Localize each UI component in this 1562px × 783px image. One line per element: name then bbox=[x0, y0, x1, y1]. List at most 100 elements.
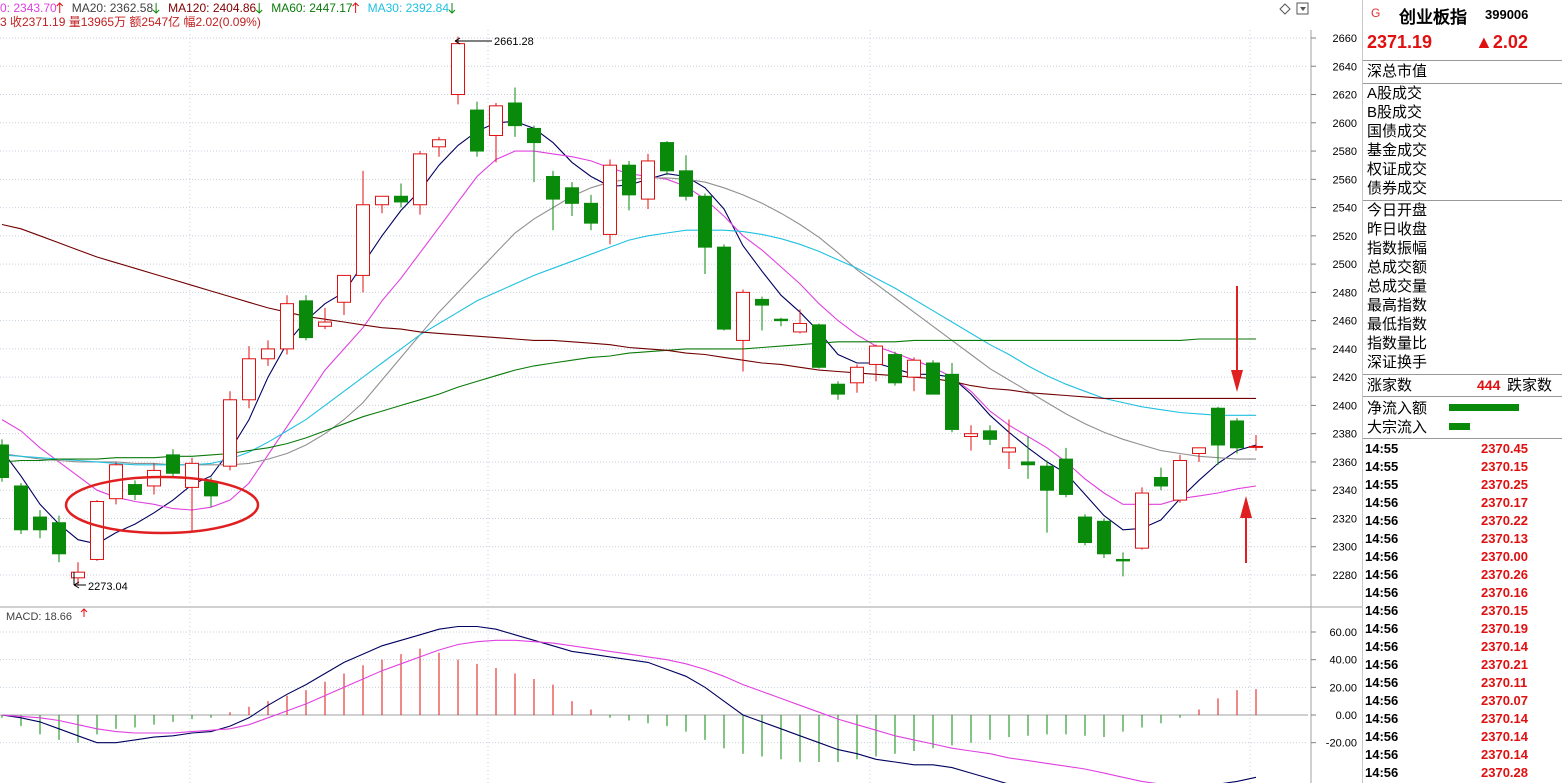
candle bbox=[109, 461, 123, 505]
price-info-line: 3 收2371.19 量13965万 额2547亿 幅2.02(0.09%) bbox=[0, 14, 261, 29]
macd-dea-line bbox=[1, 639, 1157, 783]
arrow-down-icon bbox=[448, 3, 456, 14]
net-inflow-bar bbox=[1449, 404, 1519, 411]
tick-price: 2370.25 bbox=[1481, 477, 1528, 492]
candle bbox=[1040, 460, 1054, 533]
tick-time: 14:56 bbox=[1365, 765, 1399, 780]
quote-field-label: B股成交 bbox=[1367, 104, 1423, 121]
quote-field-label: 昨日收盘 bbox=[1367, 221, 1428, 238]
candle bbox=[679, 155, 693, 201]
quote-field-label: 今日开盘 bbox=[1367, 202, 1428, 219]
candle bbox=[166, 449, 180, 478]
macd-tick-label: -20.00 bbox=[1326, 738, 1357, 750]
macd-tick-label: 0.00 bbox=[1336, 710, 1357, 722]
tick-price: 2370.16 bbox=[1481, 585, 1528, 600]
candle bbox=[0, 439, 9, 482]
candle bbox=[1154, 467, 1168, 491]
tick-price: 2370.14 bbox=[1481, 639, 1528, 654]
candle bbox=[33, 509, 47, 539]
ma-legend-item: 0: 2343.70 bbox=[0, 1, 57, 15]
tick-price: 2370.07 bbox=[1481, 693, 1528, 708]
quote-field-label: 权证成交 bbox=[1367, 161, 1428, 178]
block-inflow-label: 大宗流入 bbox=[1367, 419, 1428, 436]
candle bbox=[1059, 447, 1073, 498]
candle bbox=[280, 295, 294, 355]
candle bbox=[128, 480, 142, 501]
candle bbox=[641, 153, 655, 209]
candle bbox=[261, 340, 275, 366]
candle bbox=[850, 364, 864, 393]
ma-line bbox=[1, 338, 1256, 463]
tick-price: 2370.14 bbox=[1481, 711, 1528, 726]
block-inflow-bar bbox=[1449, 423, 1470, 430]
price-tick-label: 2500 bbox=[1333, 259, 1357, 271]
quote-header: G 创业板指 399006 bbox=[1363, 0, 1562, 28]
highlight-ellipse bbox=[64, 475, 260, 535]
candle bbox=[831, 381, 845, 400]
tick-price: 2370.15 bbox=[1481, 459, 1528, 474]
candle bbox=[413, 151, 427, 215]
ma-legend-item: MA120: 2404.86 bbox=[168, 1, 256, 15]
candle bbox=[622, 160, 636, 211]
macd-up-arrow-icon bbox=[80, 608, 88, 617]
candle bbox=[1135, 487, 1149, 550]
up-arrow-annotation bbox=[1240, 496, 1252, 563]
diamond-icon[interactable] bbox=[1279, 3, 1291, 15]
candle bbox=[1173, 454, 1187, 503]
tick-price: 2370.17 bbox=[1481, 495, 1528, 510]
tick-time: 14:56 bbox=[1365, 639, 1399, 654]
price-tick-label: 2400 bbox=[1333, 400, 1357, 412]
price-tick-label: 2580 bbox=[1333, 146, 1357, 158]
candle bbox=[90, 500, 104, 561]
flag-badge: G bbox=[1371, 6, 1381, 20]
net-inflow-label: 净流入额 bbox=[1367, 400, 1428, 417]
quote-field-label: 深证换手 bbox=[1367, 354, 1428, 371]
tick-time: 14:56 bbox=[1365, 693, 1399, 708]
candle bbox=[603, 159, 617, 245]
quote-field-label: 最高指数 bbox=[1367, 297, 1428, 314]
candle bbox=[451, 36, 465, 105]
arrow-down-icon bbox=[152, 3, 160, 14]
candle bbox=[318, 307, 332, 330]
candle bbox=[907, 357, 921, 392]
chart-area[interactable]: 0: 2343.70 MA20: 2362.58 MA120: 2404.86 MA6… bbox=[0, 0, 1362, 783]
candle bbox=[983, 425, 997, 445]
macd-tick-label: 60.00 bbox=[1329, 627, 1357, 639]
tick-price: 2370.26 bbox=[1481, 567, 1528, 582]
quote-field-label: 债券成交 bbox=[1367, 180, 1428, 197]
tick-time: 14:56 bbox=[1365, 621, 1399, 636]
price-tick-label: 2480 bbox=[1333, 287, 1357, 299]
quote-field-label: 总成交额 bbox=[1367, 259, 1428, 276]
tick-price: 2370.22 bbox=[1481, 513, 1528, 528]
candle bbox=[717, 244, 731, 331]
tick-price: 2370.14 bbox=[1481, 747, 1528, 762]
ma-legend-item: MA30: 2392.84 bbox=[368, 1, 450, 15]
chart-controls[interactable] bbox=[1279, 2, 1309, 15]
candle bbox=[945, 363, 959, 433]
candle bbox=[1192, 447, 1206, 462]
candle bbox=[375, 195, 389, 214]
candle bbox=[698, 193, 712, 274]
quote-field-label: 总成交量 bbox=[1367, 278, 1428, 295]
candle bbox=[356, 170, 370, 293]
tick-time: 14:56 bbox=[1365, 711, 1399, 726]
candle bbox=[755, 296, 769, 331]
index-price: 2371.19 bbox=[1367, 32, 1433, 52]
candle bbox=[812, 323, 826, 369]
tick-time: 14:56 bbox=[1365, 549, 1399, 564]
quote-field-label: 指数量比 bbox=[1367, 335, 1428, 352]
price-tick-label: 2280 bbox=[1333, 570, 1357, 582]
candle bbox=[1078, 514, 1092, 546]
price-tick-label: 2540 bbox=[1333, 203, 1357, 215]
quote-field-label: 指数振幅 bbox=[1367, 240, 1428, 257]
price-tick-label: 2460 bbox=[1333, 316, 1357, 328]
price-tick-label: 2660 bbox=[1333, 33, 1357, 45]
quote-field-label: A股成交 bbox=[1367, 85, 1423, 102]
tick-time: 14:56 bbox=[1365, 747, 1399, 762]
candle bbox=[1249, 435, 1263, 451]
macd-grid bbox=[0, 631, 1308, 744]
tick-price: 2370.11 bbox=[1481, 675, 1528, 690]
maximize-icon[interactable] bbox=[1296, 2, 1309, 15]
ma-legend-item: MA60: 2447.17 bbox=[271, 1, 353, 15]
candle bbox=[223, 391, 237, 471]
